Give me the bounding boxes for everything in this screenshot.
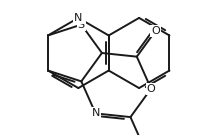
Text: N: N [74,13,82,23]
Text: S: S [78,20,85,30]
Text: O: O [147,84,155,94]
Text: O: O [151,26,160,36]
Text: N: N [91,108,100,118]
